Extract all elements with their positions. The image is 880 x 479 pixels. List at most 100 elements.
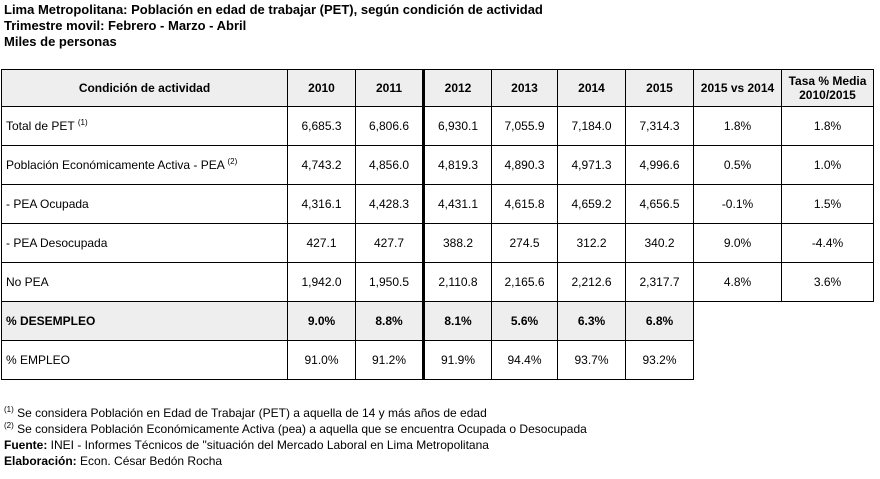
table-row-desempleo: % DESEMPLEO 9.0% 8.8% 8.1% 5.6% 6.3% 6.8… [1,301,874,341]
cell: 7,184.0 [557,106,626,146]
col-header-2010: 2010 [287,69,356,107]
table-row-total-pet: Total de PET (1) 6,685.3 6,806.6 6,930.1… [1,106,874,146]
table-row-no-pea: No PEA 1,942.0 1,950.5 2,110.8 2,165.6 2… [1,262,874,302]
table-row-empleo: % EMPLEO 91.0% 91.2% 91.9% 94.4% 93.7% 9… [1,340,874,380]
cell: 4,615.8 [491,184,558,224]
cell: 4,656.5 [625,184,694,224]
footnote-1-marker: (1) [4,405,14,414]
footnotes: (1) Se considera Población en Edad de Tr… [4,405,587,469]
empty-cell [693,301,782,341]
cell: 0.5% [693,145,782,185]
cell: 2,165.6 [491,262,558,302]
cell: 4,890.3 [491,145,558,185]
cell: 4,428.3 [355,184,425,224]
row-label: No PEA [1,262,288,302]
cell: 427.7 [355,223,425,263]
footnote-2-text: Se considera Población Económicamente Ac… [13,422,587,436]
cell: -0.1% [693,184,782,224]
cell: 1.8% [781,106,874,146]
row-label: % DESEMPLEO [1,301,288,341]
cell: 7,314.3 [625,106,694,146]
row-label: Población Económicamente Activa - PEA (2… [1,145,288,185]
cell: 94.4% [491,340,558,380]
footnote-2: (2) Se considera Población Económicament… [4,421,587,437]
cell: 4,856.0 [355,145,425,185]
activity-table: Condición de actividad 2010 2011 2012 20… [1,69,874,380]
cell: 274.5 [491,223,558,263]
cell: 6.8% [625,301,694,341]
author-line: Elaboración: Econ. César Bedón Rocha [4,453,587,469]
table-row-pea-desocupada: - PEA Desocupada 427.1 427.7 388.2 274.5… [1,223,874,263]
cell: 6,685.3 [287,106,356,146]
empty-cell [781,340,874,380]
source-label: Fuente: [4,438,48,452]
source-text: INEI - Informes Técnicos de "situación d… [47,438,489,452]
cell: -4.4% [781,223,874,263]
table-header-row: Condición de actividad 2010 2011 2012 20… [1,69,874,107]
cell: 6.3% [557,301,626,341]
cell: 4,819.3 [423,145,492,185]
cell: 9.0% [287,301,356,341]
col-header-2014: 2014 [557,69,626,107]
cell: 1.5% [781,184,874,224]
cell: 312.2 [557,223,626,263]
cell: 1,942.0 [287,262,356,302]
cell: 1.8% [693,106,782,146]
cell: 91.9% [423,340,492,380]
cell: 93.7% [557,340,626,380]
empty-cell [781,301,874,341]
row-label-text: Población Económicamente Activa - PEA [6,158,225,172]
cell: 8.8% [355,301,425,341]
cell: 1,950.5 [355,262,425,302]
cell: 1.0% [781,145,874,185]
footnote-ref: (1) [77,118,88,127]
cell: 3.6% [781,262,874,302]
cell: 2,317.7 [625,262,694,302]
cell: 4,659.2 [557,184,626,224]
col-header-2012: 2012 [423,69,492,107]
cell: 5.6% [491,301,558,341]
cell: 2,212.6 [557,262,626,302]
row-label-text: Total de PET [6,119,75,133]
footnote-ref: (2) [227,157,238,166]
cell: 7,055.9 [491,106,558,146]
empty-cell [693,340,782,380]
row-label: Total de PET (1) [1,106,288,146]
col-header-tasa-media: Tasa % Media 2010/2015 [781,69,874,107]
cell: 91.2% [355,340,425,380]
col-header-2011: 2011 [355,69,425,107]
col-header-2015: 2015 [625,69,694,107]
col-header-condition: Condición de actividad [1,69,288,107]
cell: 91.0% [287,340,356,380]
row-label: - PEA Ocupada [1,184,288,224]
row-label: % EMPLEO [1,340,288,380]
report-units: Miles de personas [4,34,117,49]
cell: 340.2 [625,223,694,263]
cell: 6,806.6 [355,106,425,146]
footnote-1: (1) Se considera Población en Edad de Tr… [4,405,587,421]
source-line: Fuente: INEI - Informes Técnicos de "sit… [4,437,587,453]
report-subtitle: Trimestre movil: Febrero - Marzo - Abril [4,18,247,33]
cell: 4,996.6 [625,145,694,185]
cell: 2,110.8 [423,262,492,302]
footnote-1-text: Se considera Población en Edad de Trabaj… [13,406,487,420]
footnote-2-marker: (2) [4,421,14,430]
cell: 4,431.1 [423,184,492,224]
cell: 6,930.1 [423,106,492,146]
cell: 4.8% [693,262,782,302]
cell: 8.1% [423,301,492,341]
table-row-pea-ocupada: - PEA Ocupada 4,316.1 4,428.3 4,431.1 4,… [1,184,874,224]
cell: 4,971.3 [557,145,626,185]
col-header-2015-vs-2014: 2015 vs 2014 [693,69,782,107]
col-header-2013: 2013 [491,69,558,107]
row-label: - PEA Desocupada [1,223,288,263]
cell: 93.2% [625,340,694,380]
cell: 4,743.2 [287,145,356,185]
cell: 4,316.1 [287,184,356,224]
author-text: Econ. César Bedón Rocha [76,454,223,468]
cell: 427.1 [287,223,356,263]
cell: 388.2 [423,223,492,263]
report-header: Lima Metropolitana: Población en edad de… [4,2,543,50]
report-title: Lima Metropolitana: Población en edad de… [4,2,543,17]
table-row-pea: Población Económicamente Activa - PEA (2… [1,145,874,185]
